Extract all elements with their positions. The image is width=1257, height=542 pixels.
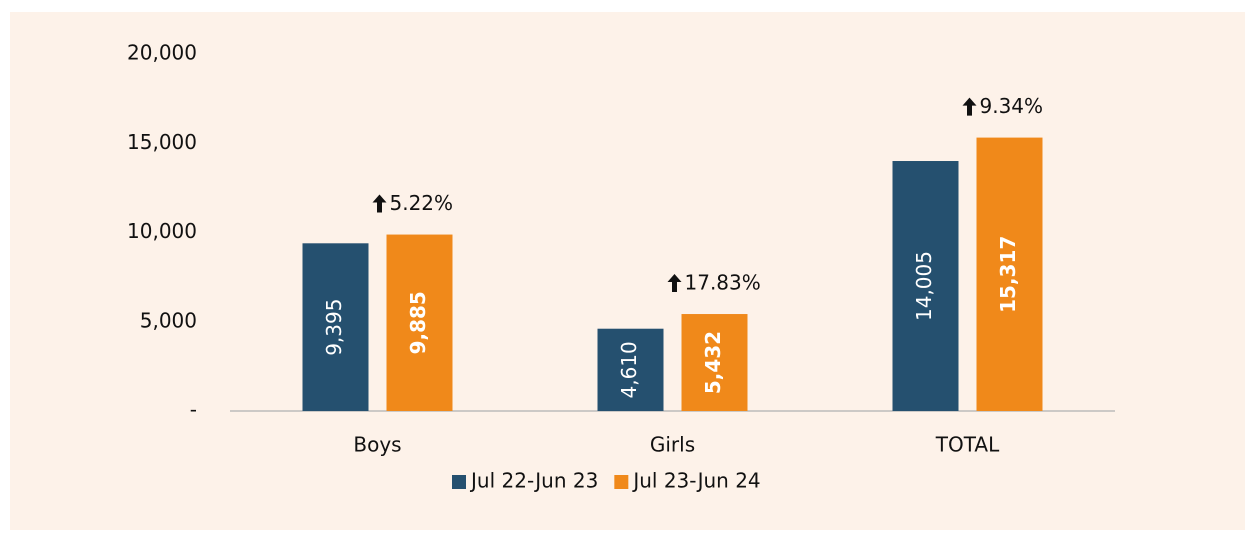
up-arrow	[962, 97, 977, 116]
legend-label: Jul 22-Jun 23	[469, 469, 598, 493]
y-tick-label: 10,000	[127, 219, 197, 243]
legend-swatch	[452, 475, 466, 489]
legend: Jul 22-Jun 23 Jul 23-Jun 24	[452, 469, 761, 493]
bar	[976, 137, 1043, 411]
bar	[386, 234, 453, 411]
bar	[302, 243, 369, 411]
y-tick-label: 20,000	[127, 41, 197, 65]
y-tick-label: 5,000	[140, 308, 197, 332]
chart-background	[10, 12, 1245, 530]
value-label: 9,885	[406, 291, 430, 354]
value-label: 15,317	[996, 236, 1020, 313]
bar	[892, 161, 959, 411]
value-label: 5,432	[701, 331, 725, 394]
bar	[681, 314, 748, 411]
legend-swatch	[614, 475, 629, 489]
value-label: 14,005	[912, 251, 936, 321]
x-tick-label: TOTAL	[935, 433, 1000, 457]
x-tick-label: Boys	[353, 433, 401, 457]
bar	[597, 328, 664, 411]
annotation: 17.83%	[685, 271, 761, 295]
y-tick-label: -	[190, 398, 197, 422]
legend-label: Jul 23-Jun 24	[631, 469, 760, 493]
annotation: 5.22%	[390, 191, 454, 215]
annotation: 9.34%	[980, 94, 1044, 118]
value-label: 9,395	[322, 299, 346, 356]
x-tick-label: Girls	[650, 433, 695, 457]
y-tick-label: 15,000	[127, 130, 197, 154]
value-label: 4,610	[617, 341, 641, 398]
up-arrow	[667, 274, 682, 293]
up-arrow	[372, 194, 387, 213]
